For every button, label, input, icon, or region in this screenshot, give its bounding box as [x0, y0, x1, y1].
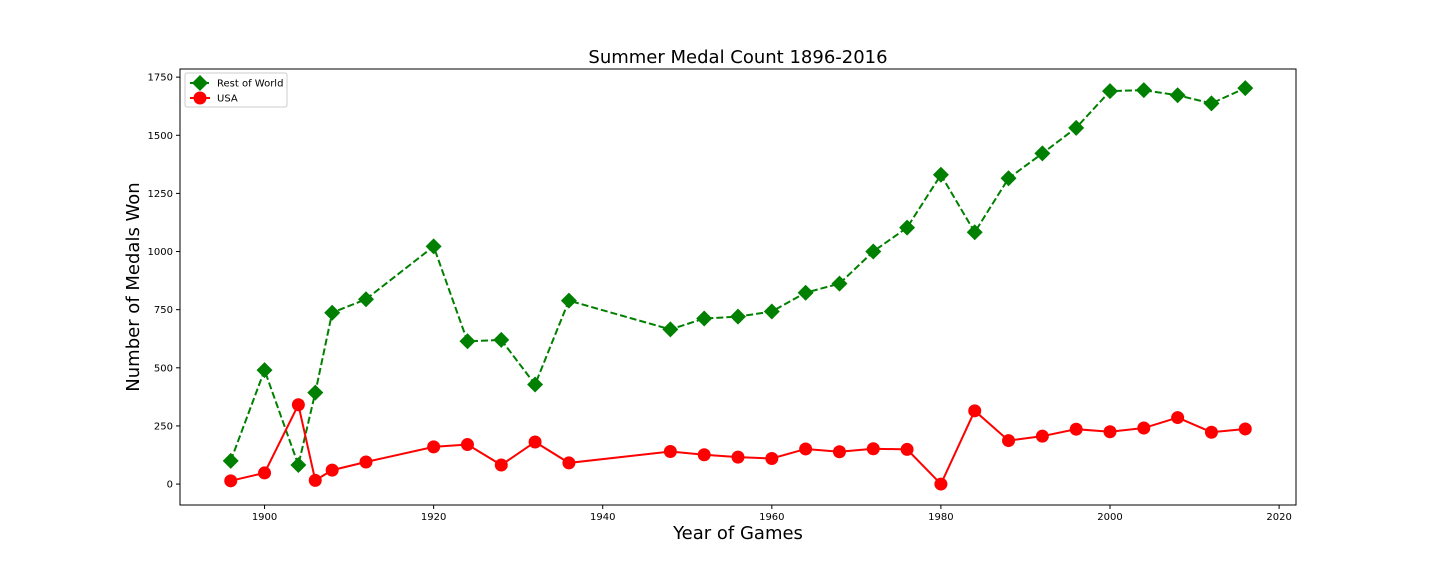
legend-box [184, 72, 288, 108]
data-point [494, 458, 508, 472]
data-point [1137, 421, 1151, 435]
data-point [1135, 82, 1152, 99]
data-point [1169, 87, 1186, 104]
data-point [1204, 425, 1218, 439]
data-point [1000, 170, 1017, 187]
data-point [968, 404, 982, 418]
series-rest-of-world [222, 80, 1254, 474]
data-point [493, 331, 510, 348]
x-tick-label: 2000 [1097, 512, 1122, 523]
data-point [662, 321, 679, 338]
plot-frame [179, 68, 1297, 506]
y-tick-label: 1250 [148, 189, 173, 200]
data-point [663, 445, 677, 459]
y-tick-label: 1000 [148, 247, 173, 258]
data-point [765, 451, 779, 465]
data-point [325, 463, 339, 477]
legend-label: Rest of World [217, 79, 283, 90]
data-point [308, 473, 322, 487]
x-tick-label: 1920 [421, 512, 446, 523]
legend-item: Rest of World [190, 75, 283, 91]
data-point [831, 275, 848, 292]
y-tick-label: 750 [154, 305, 173, 316]
data-point [832, 445, 846, 459]
data-point [1237, 80, 1254, 97]
data-point [562, 456, 576, 470]
data-point [291, 398, 305, 412]
data-point [224, 474, 238, 488]
data-point [697, 448, 711, 462]
data-point [1002, 434, 1016, 448]
data-point [696, 310, 713, 327]
data-point [324, 304, 341, 321]
chart-title: Summer Medal Count 1896-2016 [588, 47, 887, 68]
data-point [290, 457, 307, 474]
series-line [230, 401, 1246, 486]
data-point [731, 450, 745, 464]
data-point [1034, 145, 1051, 162]
series-line [229, 87, 1246, 469]
data-point [934, 477, 948, 491]
plot-area [222, 80, 1254, 491]
legend: Rest of World USA [184, 72, 288, 108]
data-point [1203, 95, 1220, 112]
y-tick-label: 1750 [148, 73, 173, 84]
data-point [1102, 83, 1118, 100]
x-tick-label: 1980 [928, 512, 953, 523]
data-point [459, 333, 476, 350]
data-point [865, 243, 882, 260]
data-point [763, 303, 780, 320]
legend-label: USA [217, 94, 238, 105]
x-tick-label: 1960 [759, 512, 784, 523]
x-tick-label: 1940 [590, 512, 615, 523]
y-tick-label: 250 [154, 421, 173, 432]
data-point [1069, 422, 1083, 436]
data-point [730, 308, 746, 325]
y-tick-label: 500 [154, 363, 173, 374]
data-point [528, 435, 542, 449]
y-axis: 0 250 500 750 1000 1250 1500 1750 [148, 73, 180, 491]
data-point [1171, 411, 1185, 425]
series-usa [224, 398, 1252, 491]
y-tick-label: 1500 [148, 131, 173, 142]
data-point [932, 166, 949, 183]
circle-marker-icon [193, 91, 207, 105]
data-point [1103, 425, 1117, 439]
data-point [866, 442, 880, 456]
data-point [1068, 119, 1085, 136]
data-point [258, 466, 272, 480]
data-point [256, 362, 273, 379]
x-axis: 1900 1920 1940 1960 1980 2000 2020 [252, 505, 1292, 523]
diamond-marker-icon [192, 75, 208, 91]
legend-item: USA [190, 91, 238, 105]
data-point [1238, 422, 1252, 436]
data-point [797, 284, 814, 301]
data-point [899, 219, 916, 236]
data-point [799, 442, 813, 456]
x-tick-label: 2020 [1266, 512, 1291, 523]
data-point [222, 452, 239, 469]
data-point [900, 442, 914, 456]
y-axis-label: Number of Medals Won [123, 182, 144, 391]
data-point [425, 238, 442, 255]
data-point [560, 292, 577, 309]
data-point [527, 376, 544, 393]
x-tick-label: 1900 [252, 512, 277, 523]
data-point [307, 384, 324, 401]
data-point [359, 455, 373, 469]
x-axis-label: Year of Games [672, 523, 803, 544]
data-point [1035, 429, 1049, 443]
data-point [427, 440, 441, 454]
y-tick-label: 0 [167, 480, 173, 491]
data-point [966, 224, 983, 241]
data-point [358, 291, 374, 308]
data-point [460, 438, 474, 452]
